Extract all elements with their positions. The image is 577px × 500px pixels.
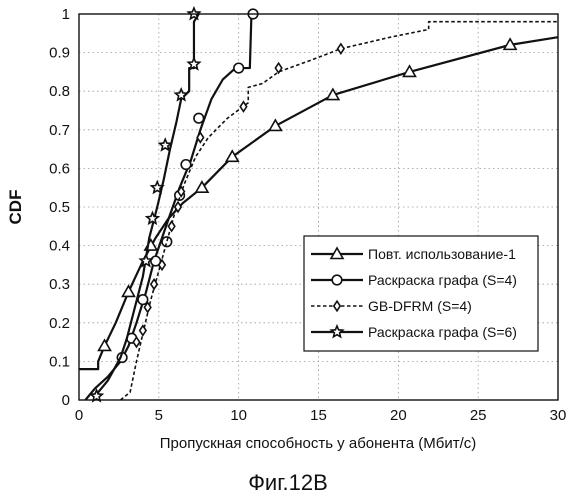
data-point <box>338 44 344 54</box>
y-tick-label: 0.7 <box>49 122 70 139</box>
y-tick-label: 0.6 <box>49 160 70 177</box>
data-point <box>226 151 238 162</box>
y-tick-label: 0.9 <box>49 45 70 62</box>
y-tick-label: 0.2 <box>49 315 70 332</box>
legend-label: Раскраска графа (S=6) <box>368 324 517 340</box>
y-tick-label: 0.4 <box>49 238 70 255</box>
figure-caption: Фиг.12B <box>248 470 328 495</box>
x-tick-label: 20 <box>390 407 407 424</box>
x-tick-label: 5 <box>155 407 163 424</box>
data-point <box>175 89 186 100</box>
y-axis-label: CDF <box>6 190 25 225</box>
data-point <box>162 237 172 247</box>
legend-label: GB-DFRM (S=4) <box>368 298 472 314</box>
data-point <box>234 63 244 73</box>
series-line-4 <box>95 14 199 396</box>
data-point <box>269 120 281 131</box>
legend: Повт. использование-1 Раскраска графа (S=… <box>304 236 538 351</box>
legend-marker <box>332 275 342 285</box>
y-tick-label: 0.1 <box>49 353 70 370</box>
series-2 <box>85 9 257 400</box>
y-tick-label: 0.5 <box>49 199 70 216</box>
x-tick-label: 25 <box>470 407 487 424</box>
data-point <box>194 113 204 123</box>
data-point <box>99 340 111 351</box>
data-point <box>122 286 134 297</box>
legend-label: Раскраска графа (S=4) <box>368 272 517 288</box>
data-point <box>181 160 191 170</box>
x-tick-label: 30 <box>550 407 567 424</box>
data-point <box>168 222 174 232</box>
x-tick-label: 10 <box>230 407 247 424</box>
y-tick-label: 0 <box>62 392 70 409</box>
data-point <box>138 295 148 305</box>
y-tick-label: 1 <box>62 6 70 23</box>
x-axis-label: Пропускная способность у абонента (Мбит/… <box>160 435 477 452</box>
y-tick-label: 0.3 <box>49 276 70 293</box>
x-tick-label: 0 <box>75 407 83 424</box>
legend-label: Повт. использование-1 <box>368 246 516 262</box>
y-tick-label: 0.8 <box>49 83 70 100</box>
x-tick-label: 15 <box>310 407 327 424</box>
data-point <box>240 102 246 112</box>
